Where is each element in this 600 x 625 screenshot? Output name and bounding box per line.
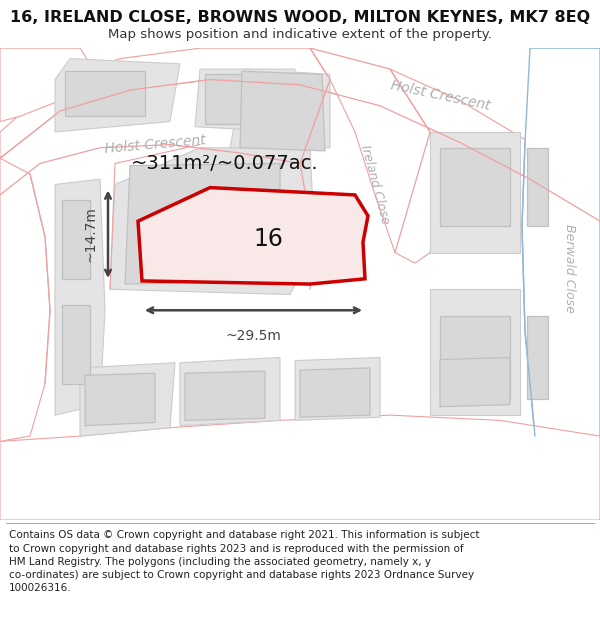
- Polygon shape: [62, 200, 90, 279]
- Polygon shape: [185, 371, 265, 421]
- Polygon shape: [0, 48, 100, 121]
- Text: Map shows position and indicative extent of the property.: Map shows position and indicative extent…: [108, 28, 492, 41]
- Polygon shape: [0, 48, 600, 221]
- Polygon shape: [65, 71, 145, 116]
- Polygon shape: [85, 373, 155, 426]
- Polygon shape: [195, 69, 295, 132]
- Polygon shape: [300, 368, 370, 418]
- Polygon shape: [62, 305, 90, 384]
- Polygon shape: [295, 357, 380, 421]
- Text: Holst Crescent: Holst Crescent: [104, 133, 206, 156]
- Polygon shape: [205, 74, 285, 124]
- Polygon shape: [310, 48, 440, 263]
- Text: Berwald Close: Berwald Close: [563, 224, 577, 312]
- Polygon shape: [55, 59, 180, 132]
- Polygon shape: [440, 148, 510, 226]
- Polygon shape: [527, 148, 548, 226]
- Polygon shape: [110, 148, 315, 294]
- Text: ~29.5m: ~29.5m: [226, 329, 281, 343]
- Text: 16, IRELAND CLOSE, BROWNS WOOD, MILTON KEYNES, MK7 8EQ: 16, IRELAND CLOSE, BROWNS WOOD, MILTON K…: [10, 9, 590, 24]
- Polygon shape: [527, 316, 548, 399]
- Text: Ireland Close: Ireland Close: [358, 143, 392, 226]
- Polygon shape: [138, 188, 368, 284]
- Text: ~14.7m: ~14.7m: [84, 206, 98, 262]
- Text: 16: 16: [253, 227, 283, 251]
- Text: ~311m²/~0.077ac.: ~311m²/~0.077ac.: [131, 154, 319, 173]
- Polygon shape: [0, 415, 600, 520]
- Polygon shape: [440, 316, 510, 399]
- Polygon shape: [80, 362, 175, 436]
- Text: Holst Crescent: Holst Crescent: [389, 78, 491, 112]
- Text: Contains OS data © Crown copyright and database right 2021. This information is : Contains OS data © Crown copyright and d…: [9, 531, 479, 593]
- Polygon shape: [430, 289, 520, 415]
- Polygon shape: [522, 48, 600, 520]
- Polygon shape: [0, 158, 50, 441]
- Polygon shape: [440, 357, 510, 407]
- Polygon shape: [180, 357, 280, 426]
- Polygon shape: [55, 179, 105, 415]
- Polygon shape: [125, 164, 280, 284]
- Polygon shape: [240, 71, 325, 151]
- Polygon shape: [230, 69, 330, 148]
- Polygon shape: [430, 132, 520, 252]
